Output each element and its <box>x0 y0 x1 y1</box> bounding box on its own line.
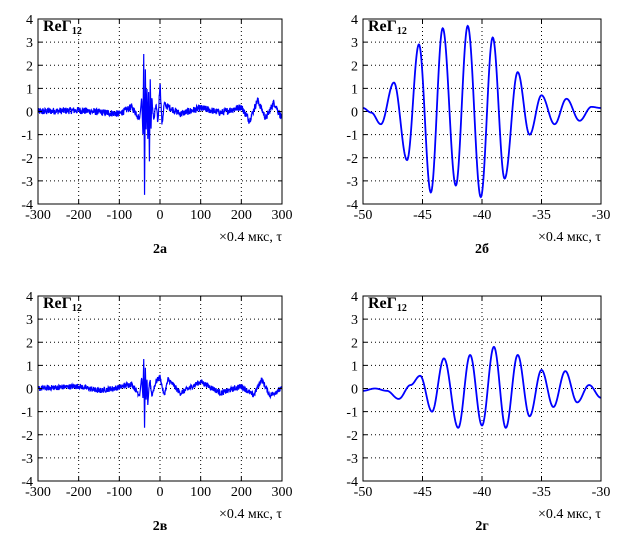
y-tick-label: 0 <box>26 106 33 121</box>
series-line <box>363 345 602 429</box>
x-axis-label: ×0.4 мкс, τ <box>219 507 282 522</box>
y-tick-label: 0 <box>26 383 33 398</box>
chart-panel-3: -300 -200 -100 0 100 200 300 4 3 2 1 0 -1 -2 -3 -4 ReΓ12… <box>21 290 292 534</box>
y-tick-label: -1 <box>346 129 358 144</box>
x-tick-label: -40 <box>473 208 492 223</box>
x-tick-label: -100 <box>106 485 132 500</box>
y-axis-label: ReΓ12 <box>43 295 82 314</box>
y-tick-label: -4 <box>346 475 358 490</box>
y-tick-label: 1 <box>351 359 358 374</box>
x-axis-label: ×0.4 мкс, τ <box>538 230 601 245</box>
x-tick-label: 100 <box>190 485 211 500</box>
y-tick-label: 1 <box>26 359 33 374</box>
x-tick-label: -35 <box>532 208 551 223</box>
series-line <box>37 358 283 428</box>
y-axis-label: ReΓ12 <box>43 18 82 37</box>
y-tick-label: -3 <box>21 175 33 190</box>
series-line <box>362 24 601 199</box>
y-tick-label: -3 <box>346 175 358 190</box>
y-tick-label: 2 <box>26 336 33 351</box>
y-tick-label: 4 <box>26 13 33 28</box>
x-axis-label: ×0.4 мкс, τ <box>538 507 601 522</box>
y-tick-label: -2 <box>346 429 358 444</box>
x-tick-label: 200 <box>231 208 252 223</box>
x-tick-label: -300 <box>25 485 51 500</box>
x-tick-label: -100 <box>106 208 132 223</box>
x-tick-label: 100 <box>190 208 211 223</box>
x-tick-label: -30 <box>592 208 611 223</box>
x-tick-label: 300 <box>272 208 293 223</box>
x-tick-label: -300 <box>25 208 51 223</box>
y-tick-label: -3 <box>346 452 358 467</box>
y-axis-label-subscript: 12 <box>397 303 407 314</box>
x-tick-label: -45 <box>413 485 432 500</box>
y-tick-label: 0 <box>351 383 358 398</box>
x-axis-label: ×0.4 мкс, τ <box>219 230 282 245</box>
x-tick-label: 200 <box>231 485 252 500</box>
x-tick-label: -50 <box>354 485 373 500</box>
y-tick-label: 3 <box>351 36 358 51</box>
y-tick-label: -1 <box>21 406 33 421</box>
y-axis-label-subscript: 12 <box>397 26 407 37</box>
y-axis-label-subscript: 12 <box>72 26 82 37</box>
y-tick-label: 4 <box>26 290 33 305</box>
y-tick-label: -4 <box>21 198 33 213</box>
chart-panel-2: -50 -45 -40 -35 -30 4 3 2 1 0 -1 -2 -3 -4 ReΓ12 ×0.4 мк… <box>346 13 610 257</box>
y-tick-label: -1 <box>21 129 33 144</box>
y-tick-label: 1 <box>26 82 33 97</box>
x-tick-label: 0 <box>157 208 164 223</box>
panel-label: 2г <box>475 519 488 534</box>
y-tick-label: 3 <box>26 313 33 328</box>
panel-label: 2б <box>475 242 489 257</box>
x-tick-label: 300 <box>272 485 293 500</box>
y-tick-label: 2 <box>26 59 33 74</box>
y-tick-label: -2 <box>21 429 33 444</box>
x-tick-label: -45 <box>413 208 432 223</box>
y-tick-label: 2 <box>351 336 358 351</box>
y-tick-label: -4 <box>346 198 358 213</box>
series-line <box>37 53 283 195</box>
panel-label: 2а <box>153 242 167 257</box>
y-tick-label: -2 <box>346 152 358 167</box>
y-tick-label: 3 <box>351 313 358 328</box>
y-axis-label-subscript: 12 <box>72 303 82 314</box>
chart-panel-4: -50 -45 -40 -35 -30 4 3 2 1 0 -1 -2 -3 -4 ReΓ12 ×0.4 мк… <box>346 290 610 534</box>
y-tick-label: 1 <box>351 82 358 97</box>
y-axis-label: ReΓ12 <box>368 18 407 37</box>
y-axis-label: ReΓ12 <box>368 295 407 314</box>
chart-panel-1: -300 -200 -100 0 100 200 300 4 3 2 1 0 -1 -2 -3 -4 ReΓ12… <box>21 13 292 257</box>
x-tick-label: -50 <box>354 208 373 223</box>
x-tick-label: -200 <box>66 485 92 500</box>
panel-label: 2в <box>153 519 168 534</box>
y-tick-label: -1 <box>346 406 358 421</box>
y-tick-label: -4 <box>21 475 33 490</box>
y-tick-label: 3 <box>26 36 33 51</box>
y-tick-label: -3 <box>21 452 33 467</box>
y-tick-label: 4 <box>351 290 358 305</box>
y-tick-label: 4 <box>351 13 358 28</box>
y-tick-label: -2 <box>21 152 33 167</box>
x-tick-label: 0 <box>157 485 164 500</box>
x-tick-label: -30 <box>592 485 611 500</box>
x-tick-label: -35 <box>532 485 551 500</box>
x-tick-label: -40 <box>473 485 492 500</box>
x-tick-label: -200 <box>66 208 92 223</box>
y-tick-label: 2 <box>351 59 358 74</box>
y-tick-label: 0 <box>351 106 358 121</box>
